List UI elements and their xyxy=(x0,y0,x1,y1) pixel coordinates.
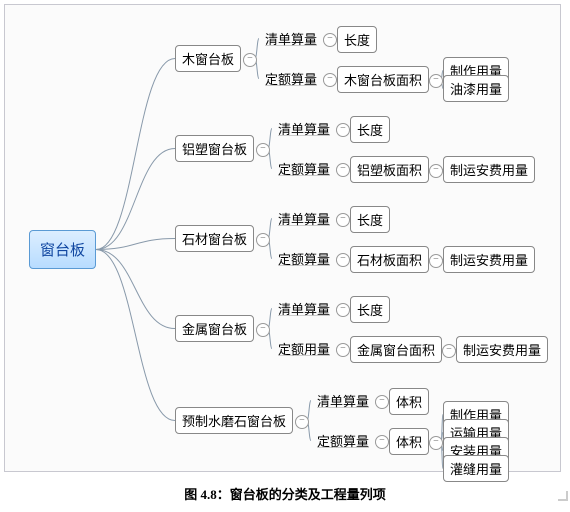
leaf-node: 长度 xyxy=(350,206,390,233)
branch-node: 木窗台板 xyxy=(175,45,241,72)
measure-node: 定额算量 xyxy=(311,428,375,453)
collapse-dot-icon[interactable]: − xyxy=(442,344,456,358)
collapse-dot-icon[interactable]: − xyxy=(429,254,443,268)
mid-node: 金属窗台面积 xyxy=(350,336,442,363)
collapse-dot-icon[interactable]: − xyxy=(256,143,270,157)
measure-node: 清单算量 xyxy=(272,296,336,321)
collapse-dot-icon[interactable]: − xyxy=(375,435,389,449)
collapse-dot-icon[interactable]: − xyxy=(256,323,270,337)
leaf-node: 制运安费用量 xyxy=(443,246,535,273)
branch-node: 石材窗台板 xyxy=(175,225,254,252)
collapse-dot-icon[interactable]: − xyxy=(429,436,443,450)
resize-corner-icon xyxy=(558,491,568,501)
collapse-dot-icon[interactable]: − xyxy=(323,33,337,47)
collapse-dot-icon[interactable]: − xyxy=(336,343,350,357)
figure-caption: 图 4.8：窗台板的分类及工程量列项 xyxy=(0,484,570,503)
leaf-node: 制运安费用量 xyxy=(456,336,548,363)
mid-node: 铝塑板面积 xyxy=(350,156,429,183)
collapse-dot-icon[interactable]: − xyxy=(295,415,309,429)
mid-node: 石材板面积 xyxy=(350,246,429,273)
collapse-dot-icon[interactable]: − xyxy=(323,73,337,87)
mindmap-canvas: 窗台板木窗台板−清单算量−长度定额算量−木窗台板面积−制作用量油漆用量铝塑窗台板… xyxy=(4,4,561,472)
collapse-dot-icon[interactable]: − xyxy=(336,213,350,227)
measure-node: 清单算量 xyxy=(272,116,336,141)
leaf-node: 长度 xyxy=(350,116,390,143)
branch-node: 金属窗台板 xyxy=(175,315,254,342)
leaf-node: 制运安费用量 xyxy=(443,156,535,183)
measure-node: 定额算量 xyxy=(272,246,336,271)
measure-node: 清单算量 xyxy=(259,26,323,51)
leaf-node: 灌缝用量 xyxy=(443,455,509,482)
collapse-dot-icon[interactable]: − xyxy=(256,233,270,247)
measure-node: 定额算量 xyxy=(272,156,336,181)
leaf-node: 油漆用量 xyxy=(443,75,509,102)
collapse-dot-icon[interactable]: − xyxy=(375,395,389,409)
collapse-dot-icon[interactable]: − xyxy=(336,163,350,177)
leaf-node: 长度 xyxy=(350,296,390,323)
collapse-dot-icon[interactable]: − xyxy=(336,303,350,317)
leaf-node: 长度 xyxy=(337,26,377,53)
measure-node: 清单算量 xyxy=(311,388,375,413)
figure-container: 窗台板木窗台板−清单算量−长度定额算量−木窗台板面积−制作用量油漆用量铝塑窗台板… xyxy=(0,4,570,503)
leaf-node: 体积 xyxy=(389,388,429,415)
mid-node: 体积 xyxy=(389,428,429,455)
collapse-dot-icon[interactable]: − xyxy=(336,253,350,267)
branch-node: 预制水磨石窗台板 xyxy=(175,407,293,434)
collapse-dot-icon[interactable]: − xyxy=(336,123,350,137)
mid-node: 木窗台板面积 xyxy=(337,66,429,93)
collapse-dot-icon[interactable]: − xyxy=(243,53,257,67)
collapse-dot-icon[interactable]: − xyxy=(429,164,443,178)
branch-node: 铝塑窗台板 xyxy=(175,135,254,162)
measure-node: 定额算量 xyxy=(259,66,323,91)
collapse-dot-icon[interactable]: − xyxy=(429,74,443,88)
measure-node: 清单算量 xyxy=(272,206,336,231)
measure-node: 定额用量 xyxy=(272,336,336,361)
root-node: 窗台板 xyxy=(29,230,96,269)
